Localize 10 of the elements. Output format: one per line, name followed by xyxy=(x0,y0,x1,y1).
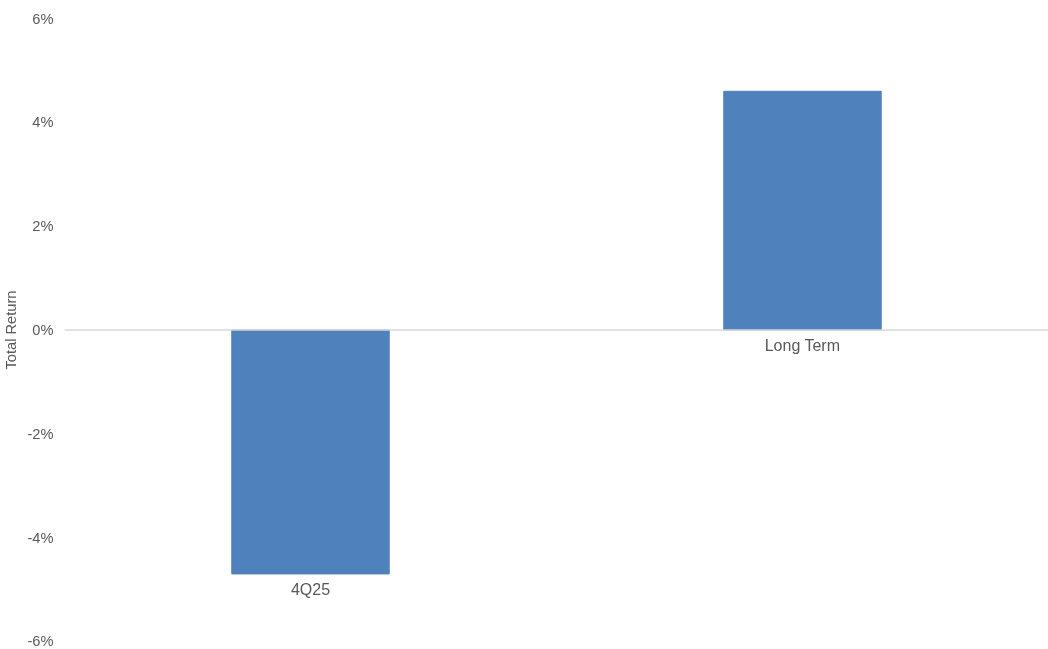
y-tick-label: -4% xyxy=(27,529,54,546)
y-tick-label: 4% xyxy=(32,114,54,131)
y-tick-label: 6% xyxy=(32,10,54,27)
y-tick-label: -6% xyxy=(27,633,54,649)
y-tick-label: -2% xyxy=(27,425,54,442)
x-tick-label: Long Term xyxy=(764,337,841,355)
y-axis-title: Total Return xyxy=(3,290,20,370)
y-tick-label: 0% xyxy=(32,322,54,338)
x-tick-label: 4Q25 xyxy=(290,581,331,599)
y-tick-label: 2% xyxy=(32,218,54,235)
